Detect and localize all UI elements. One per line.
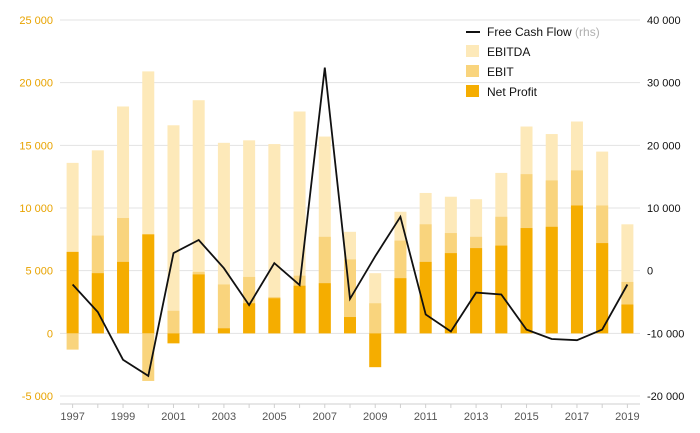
- left-tick-label: -5 000: [22, 391, 53, 403]
- x-tick-label: 2011: [414, 411, 438, 423]
- right-tick-label: 20 000: [647, 140, 681, 152]
- left-tick-label: 0: [47, 328, 53, 340]
- net-profit-bar: [192, 274, 205, 334]
- left-tick-label: 25 000: [19, 15, 53, 27]
- net-profit-bar: [91, 273, 104, 334]
- ebitda-legend-label: EBITDA: [487, 45, 530, 59]
- right-tick-label: 10 000: [647, 203, 681, 215]
- right-axis-ticks: -20 000 -10 000 0 10 000 20 000 30 000 40 000: [647, 15, 684, 403]
- right-tick-label: 30 000: [647, 78, 681, 90]
- right-tick-label: -20 000: [647, 391, 684, 403]
- left-tick-label: 15 000: [19, 140, 53, 152]
- x-tick-label: 2017: [565, 411, 589, 423]
- net-profit-bar: [596, 243, 609, 334]
- net-profit-bar: [217, 328, 230, 334]
- net-profit-bar: [293, 285, 306, 334]
- x-tick-label: 2001: [161, 411, 185, 423]
- net-profit-bar: [243, 303, 256, 334]
- net-profit-bar: [520, 228, 533, 334]
- ebit-bar: [369, 303, 382, 334]
- x-tick-label: 1999: [111, 411, 135, 423]
- free-cash-flow-legend-label: Free Cash Flow (rhs): [487, 25, 600, 39]
- free-cash-flow-line: [71, 67, 629, 378]
- net-profit-legend-label: Net Profit: [487, 85, 538, 99]
- net-profit-bar: [66, 251, 79, 334]
- ebit-bar: [217, 284, 230, 334]
- x-tick-label: 2019: [615, 411, 639, 423]
- left-tick-label: 10 000: [19, 203, 53, 215]
- ebit-legend-label: EBIT: [487, 65, 514, 79]
- right-tick-label: 40 000: [647, 15, 681, 27]
- net-profit-bar: [318, 283, 331, 334]
- ebit-bar: [142, 333, 155, 381]
- x-tick-label: 2015: [514, 411, 538, 423]
- ebitda-bar: [167, 125, 180, 334]
- left-tick-label: 20 000: [19, 78, 53, 90]
- ebitda-legend-swatch: [466, 45, 479, 57]
- right-tick-label: -10 000: [647, 328, 684, 340]
- x-tick-label: 2009: [363, 411, 387, 423]
- net-profit-bar: [369, 333, 382, 368]
- x-tick-label: 2007: [313, 411, 337, 423]
- net-profit-bar: [117, 261, 130, 334]
- left-tick-label: 5 000: [25, 266, 53, 278]
- x-axis: 1997 1999 2001 2003 2005 2007 2009 2011 2013 2015…: [60, 403, 640, 423]
- net-profit-bar: [470, 248, 483, 334]
- net-profit-bar: [570, 205, 583, 334]
- ebit-legend-swatch: [466, 65, 479, 77]
- bars: [66, 71, 634, 381]
- net-profit-bar: [444, 253, 457, 334]
- net-profit-bar: [621, 304, 634, 334]
- left-axis-ticks: -5 000 0 5 000 10 000 15 000 20 000 25 000: [19, 15, 53, 403]
- ebit-bar: [167, 310, 180, 334]
- net-profit-bar: [495, 245, 508, 334]
- net-profit-legend-swatch: [466, 85, 479, 97]
- ebitda-bar: [268, 144, 281, 334]
- net-profit-bar: [344, 317, 356, 334]
- x-tick-label: 2013: [464, 411, 488, 423]
- net-profit-bar: [394, 278, 407, 334]
- right-tick-label: 0: [647, 266, 653, 278]
- x-tick-label: 1997: [60, 411, 84, 423]
- rhs-note: (rhs): [572, 25, 600, 39]
- net-profit-bar: [167, 333, 180, 344]
- free-cash-flow-line-group: [71, 67, 629, 378]
- legend: Free Cash Flow (rhs) EBITDA EBIT Net Profit: [466, 25, 600, 99]
- net-profit-bar: [268, 298, 281, 334]
- net-profit-bar: [545, 226, 558, 334]
- net-profit-bar: [142, 234, 155, 334]
- ebit-bar: [66, 333, 79, 350]
- x-tick-label: 2003: [212, 411, 236, 423]
- x-tick-label: 2005: [262, 411, 286, 423]
